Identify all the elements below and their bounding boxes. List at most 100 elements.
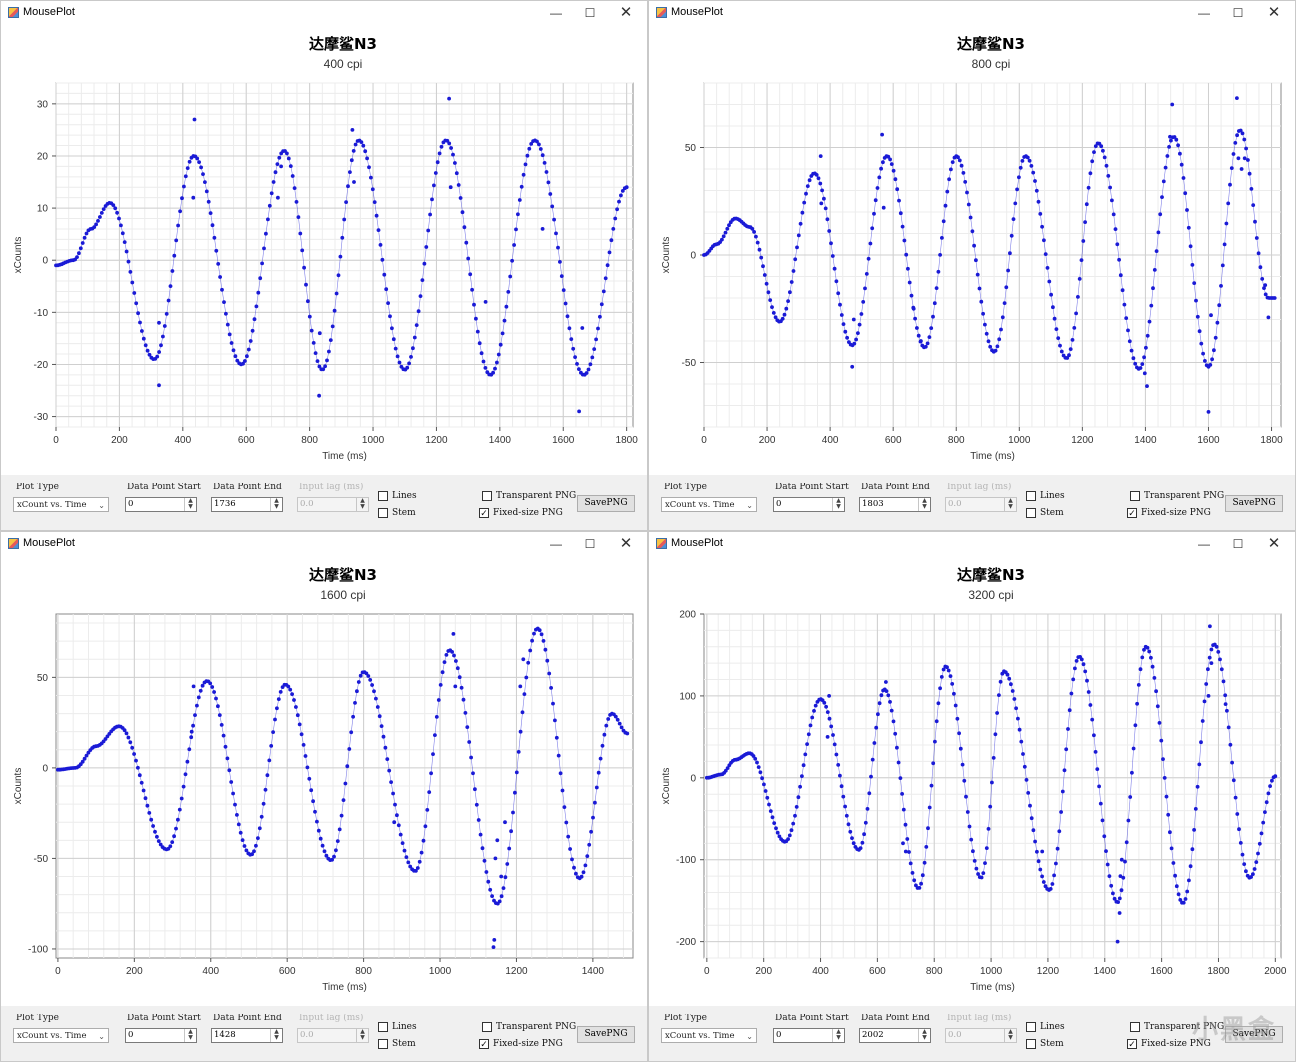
spin-arrows-icon[interactable]: ▲ ▼ [918,498,930,511]
data-point [408,864,413,869]
data-point [1219,667,1224,672]
stem-checkbox[interactable] [378,1039,388,1049]
transparent-png-checkbox[interactable] [482,1022,492,1032]
maximize-button[interactable]: ☐ [1232,6,1244,20]
close-button[interactable]: ✕ [1267,535,1281,552]
maximize-button[interactable]: ☐ [584,537,596,551]
stem-checkbox[interactable] [1026,508,1036,518]
data-point [617,199,621,204]
start-input[interactable]: 0 ▲ ▼ [125,497,197,512]
data-point [421,838,426,843]
lines-checkbox[interactable] [1026,491,1036,501]
data-point [216,262,221,266]
data-point [132,291,137,295]
data-point [1036,859,1041,864]
data-point [136,311,141,316]
data-point [138,320,142,325]
data-point [760,776,764,781]
end-input[interactable]: 2002 ▲ ▼ [859,1028,931,1043]
data-point [570,857,574,862]
data-point-outlier [880,132,884,137]
data-point [1017,175,1021,180]
spin-arrows-icon[interactable]: ▲ ▼ [270,498,282,511]
data-point [1173,873,1177,878]
minimize-button[interactable]: — [1198,6,1210,20]
end-input[interactable]: 1803 ▲ ▼ [859,497,931,512]
spin-arrows-icon[interactable]: ▲ ▼ [184,1029,196,1042]
minimize-button[interactable]: — [550,537,562,551]
start-input[interactable]: 0 ▲ ▼ [773,1028,845,1043]
title-bar[interactable]: MousePlot — ☐ ✕ [649,1,1295,25]
end-input[interactable]: 1428 ▲ ▼ [211,1028,283,1043]
fixed-size-png-checkbox[interactable]: ✓ [479,508,489,518]
close-button[interactable]: ✕ [619,535,633,552]
data-point [898,776,903,780]
save-png-button[interactable]: SavePNG [1225,1026,1283,1043]
plot-type-select[interactable]: xCount vs. Time ⌄ [661,1028,757,1043]
data-point [1252,867,1257,871]
fixed-size-png-checkbox[interactable]: ✓ [479,1039,489,1049]
lines-checkbox[interactable] [378,1022,388,1032]
spin-arrows-icon[interactable]: ▲ ▼ [270,1029,282,1042]
stem-checkbox[interactable] [378,508,388,518]
save-png-button[interactable]: SavePNG [1225,495,1283,512]
data-point [1251,872,1255,876]
plot-type-select[interactable]: xCount vs. Time ⌄ [13,497,109,512]
data-point [804,191,808,196]
start-value: 0 [776,1030,782,1040]
minimize-button[interactable]: — [550,6,562,20]
data-point [571,346,576,351]
transparent-png-checkbox[interactable] [482,491,492,501]
fixed-size-png-checkbox[interactable]: ✓ [1127,508,1137,518]
data-point [537,628,542,633]
y-tick-label: 10 [37,204,49,215]
stem-checkbox[interactable] [1026,1039,1036,1049]
end-input[interactable]: 1736 ▲ ▼ [211,497,283,512]
chevron-down-icon: ⌄ [98,501,105,510]
data-point [128,740,133,745]
minimize-button[interactable]: — [1198,537,1210,551]
plot-type-select[interactable]: xCount vs. Time ⌄ [661,497,757,512]
transparent-png-checkbox[interactable] [1130,1022,1140,1032]
maximize-button[interactable]: ☐ [1232,537,1244,551]
data-point [589,829,593,834]
data-point [1067,353,1071,358]
data-point [579,874,584,879]
transparent-png-checkbox[interactable] [1130,491,1140,501]
fixed-size-png-checkbox[interactable]: ✓ [1127,1039,1137,1049]
save-png-button[interactable]: SavePNG [577,495,635,512]
start-value: 0 [128,499,134,509]
data-point [720,237,724,242]
data-point [1124,840,1129,845]
maximize-button[interactable]: ☐ [584,6,596,20]
lines-checkbox[interactable] [378,491,388,501]
data-point [130,280,135,285]
data-point [214,696,218,701]
spin-arrows-icon[interactable]: ▲ ▼ [184,498,196,511]
data-point [278,690,283,694]
spin-arrows-icon[interactable]: ▲ ▼ [832,1029,844,1042]
data-point [864,272,869,276]
lines-checkbox[interactable] [1026,1022,1036,1032]
data-point [1059,349,1064,354]
save-png-button[interactable]: SavePNG [577,1026,635,1043]
end-label: Data Point End [861,483,930,492]
start-input[interactable]: 0 ▲ ▼ [125,1028,197,1043]
data-point [912,878,917,883]
title-bar[interactable]: MousePlot — ☐ ✕ [1,1,647,25]
spin-arrows-icon[interactable]: ▲ ▼ [832,498,844,511]
spin-arrows-icon[interactable]: ▲ ▼ [918,1029,930,1042]
close-button[interactable]: ✕ [1267,4,1281,21]
data-point [943,203,948,208]
data-point [762,273,767,277]
data-point [514,227,518,232]
start-input[interactable]: 0 ▲ ▼ [773,497,845,512]
lines-label: Lines [392,1022,417,1032]
title-bar[interactable]: MousePlot — ☐ ✕ [1,532,647,556]
plot-type-select[interactable]: xCount vs. Time ⌄ [13,1028,109,1043]
close-button[interactable]: ✕ [619,4,633,21]
data-point [1006,268,1010,273]
title-bar[interactable]: MousePlot — ☐ ✕ [649,532,1295,556]
data-point [1092,150,1096,154]
data-point-outlier [901,841,905,846]
